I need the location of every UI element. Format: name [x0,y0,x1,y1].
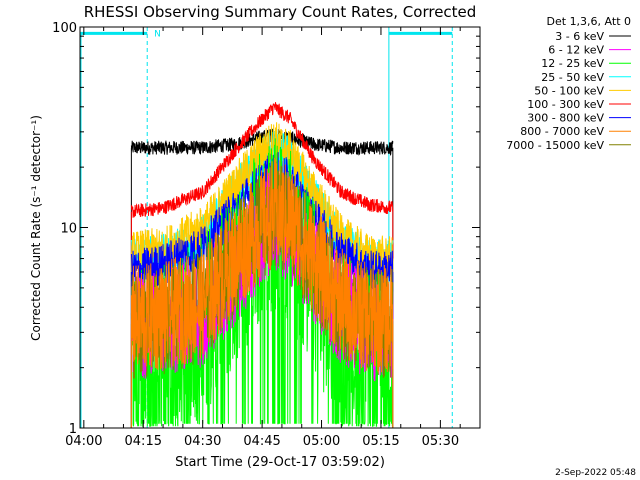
y-tick-label: 100 [52,21,77,36]
x-axis-label: Start Time (29-Oct-17 03:59:02) [175,455,385,470]
legend-title: Det 1,3,6, Att 0 [547,15,631,28]
x-tick-label: 05:15 [362,434,399,449]
data-marks [130,102,394,428]
series-line [130,102,394,218]
footer-timestamp: 2-Sep-2022 05:48 [555,468,636,478]
legend-label: 800 - 7000 keV [520,125,604,138]
y-axis-label: Corrected Count Rate (s⁻¹ detector⁻¹) [29,115,43,341]
series-line [130,157,394,373]
x-tick-label: 04:00 [65,434,102,449]
annotation-0: N [154,29,161,39]
legend-label: 6 - 12 keV [548,44,604,57]
series-line [130,122,394,279]
legend-label: 50 - 100 keV [534,84,604,97]
y-tick-label: 1 [69,422,77,437]
axes [79,26,481,429]
legend-label: 100 - 300 keV [527,98,604,111]
chart-text: N 04:00 04:15 04:30 04:45 05:00 05:15 05:30 1 10 1… [29,3,476,470]
legend-label: 3 - 6 keV [555,30,604,43]
legend-label: 25 - 50 keV [541,71,604,84]
x-tick-label: 04:45 [243,434,280,449]
legend-label: 300 - 800 keV [527,112,604,125]
legend-label: 7000 - 15000 keV [506,139,604,152]
y-tick-label: 10 [60,222,77,237]
x-tick-label: 05:30 [422,434,459,449]
x-tick-label: 04:15 [125,434,162,449]
legend-label: 12 - 25 keV [541,57,604,70]
chart-title: RHESSI Observing Summary Count Rates, Co… [84,3,477,21]
series-800-7000-kev [130,157,394,428]
x-tick-label: 05:00 [303,434,340,449]
x-tick-label: 04:30 [184,434,221,449]
